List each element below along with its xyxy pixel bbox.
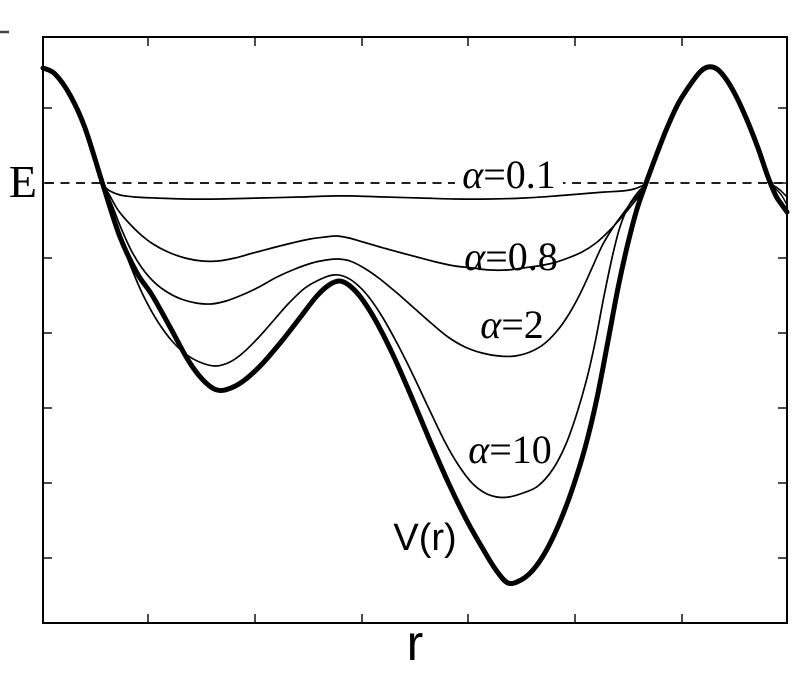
label-alpha-0-1-mask: [455, 160, 563, 191]
label-alpha-10-value: =10: [489, 427, 552, 472]
label-alpha-2: α=2: [480, 302, 544, 347]
right-hook-lower: [768, 182, 788, 206]
label-alpha-0-1-greek-alpha: α: [462, 152, 484, 197]
label-alpha-0-1: α=0.1: [462, 152, 556, 197]
label-alpha-2-value: =2: [501, 302, 544, 347]
curve-v-of-r: [40, 64, 790, 587]
label-alpha-0-8: α=0.8: [464, 234, 558, 279]
curve-alpha-0-1: [103, 184, 645, 200]
label-alpha-0-8-value: =0.8: [485, 234, 558, 279]
curve-alpha-0-8: [103, 185, 646, 272]
label-alpha-0-1-value: =0.1: [483, 152, 556, 197]
label-alpha-0-8-greek-alpha: α: [464, 234, 486, 279]
label-alpha-2-greek-alpha: α: [480, 302, 502, 347]
curve-alpha-10: [103, 185, 646, 499]
potential-label: V(r): [393, 517, 456, 559]
label-alpha-10: α=10: [468, 427, 552, 472]
x-axis-label: r: [407, 615, 424, 671]
curve-alpha-2: [103, 185, 646, 358]
energy-label: E: [9, 156, 37, 207]
label-alpha-10-greek-alpha: α: [468, 427, 490, 472]
plot-frame: [42, 36, 788, 624]
